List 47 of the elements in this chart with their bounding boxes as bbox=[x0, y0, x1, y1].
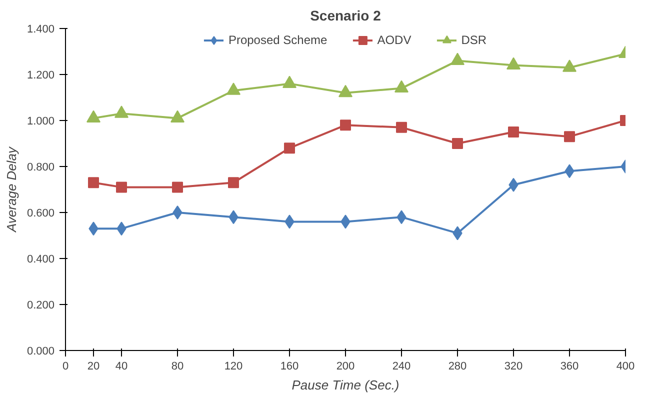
point bbox=[284, 142, 295, 154]
x-tick-label: 320 bbox=[504, 360, 523, 372]
legend-label: DSR bbox=[461, 33, 487, 47]
y-tick-label: 0.800 bbox=[26, 162, 55, 174]
point bbox=[396, 122, 407, 133]
legend-label: Proposed Scheme bbox=[228, 33, 328, 47]
y-tick-label: 0.400 bbox=[26, 254, 55, 266]
point bbox=[340, 120, 351, 131]
y-tick-label: 1.400 bbox=[26, 24, 55, 36]
point bbox=[452, 138, 463, 149]
y-tick-label: 0.600 bbox=[26, 208, 55, 220]
point bbox=[506, 57, 520, 70]
legend-label: AODV bbox=[377, 33, 412, 47]
point bbox=[172, 182, 183, 193]
point bbox=[562, 60, 576, 72]
chart-title: Scenario 2 bbox=[310, 8, 382, 24]
y-tick-label: 1.200 bbox=[26, 70, 55, 82]
x-tick-label: 240 bbox=[392, 360, 411, 372]
x-tick-label: 280 bbox=[448, 360, 467, 372]
x-tick-label: 200 bbox=[336, 360, 355, 372]
x-tick-label: 20 bbox=[87, 360, 100, 372]
x-tick-label: 360 bbox=[560, 360, 579, 372]
point bbox=[564, 131, 575, 142]
point bbox=[450, 52, 464, 65]
x-tick-label: 120 bbox=[224, 360, 243, 372]
point bbox=[172, 206, 182, 220]
point bbox=[116, 182, 127, 193]
point bbox=[338, 84, 352, 98]
y-tick-label: 0.200 bbox=[26, 300, 55, 312]
x-tick-label: 400 bbox=[616, 360, 635, 372]
y-tick-label: 1.000 bbox=[26, 116, 55, 128]
point bbox=[88, 177, 99, 188]
point bbox=[394, 80, 408, 93]
point bbox=[170, 110, 184, 122]
y-tick-label: 0.000 bbox=[26, 346, 55, 358]
point bbox=[282, 76, 296, 88]
point bbox=[226, 82, 240, 95]
y-axis-title: Average Delay bbox=[4, 145, 19, 234]
x-tick-label: 40 bbox=[115, 360, 128, 372]
point bbox=[228, 177, 239, 188]
point bbox=[114, 106, 128, 118]
point bbox=[86, 110, 100, 122]
x-axis-title: Pause Time (Sec.) bbox=[292, 378, 400, 392]
x-tick-label: 80 bbox=[171, 360, 184, 372]
x-tick-label: 160 bbox=[280, 360, 299, 372]
point bbox=[508, 126, 519, 138]
x-tick-label: 0 bbox=[62, 360, 69, 372]
